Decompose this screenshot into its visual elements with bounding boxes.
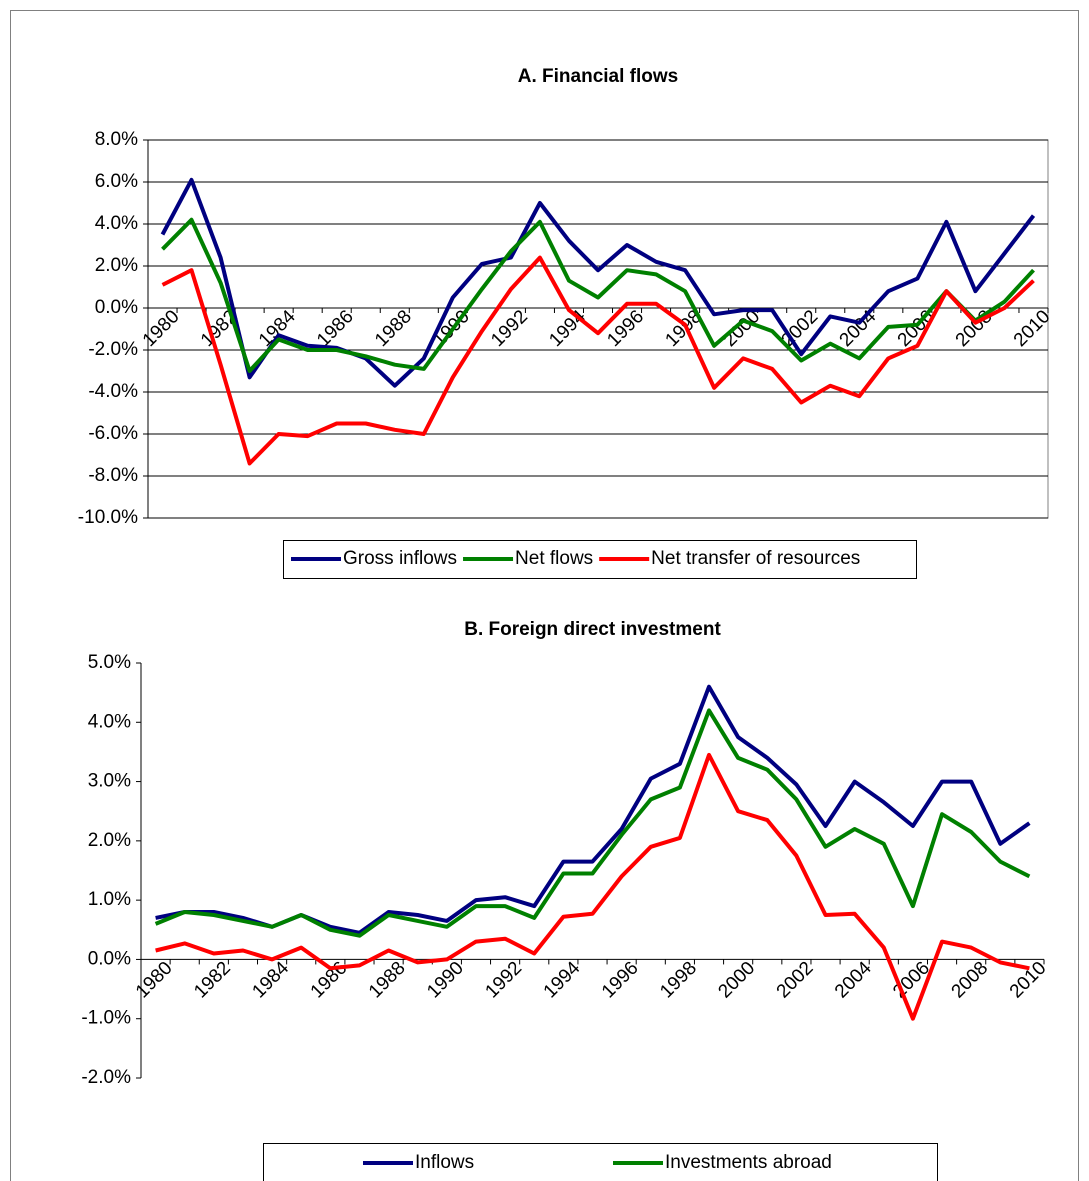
series-line — [161, 217, 1035, 373]
y-tick-label: -2.0% — [81, 1067, 131, 1088]
y-tick-label: -4.0% — [88, 381, 138, 402]
y-tick-label: 2.0% — [95, 255, 138, 276]
y-tick-label: 4.0% — [88, 711, 131, 732]
y-tick-label: 2.0% — [88, 830, 131, 851]
y-tick-label: 6.0% — [95, 171, 138, 192]
legend-label: Gross inflows — [343, 548, 457, 569]
series-line — [161, 255, 1035, 466]
series-line — [155, 752, 1030, 1021]
y-tick-label: 0.0% — [88, 948, 131, 969]
legend-label: Investments abroad — [665, 1152, 832, 1173]
y-tick-label: 5.0% — [88, 652, 131, 673]
y-tick-label: 4.0% — [95, 213, 138, 234]
y-tick-label: -1.0% — [81, 1008, 131, 1029]
chart-title: B. Foreign direct investment — [464, 619, 721, 640]
chart-title: A. Financial flows — [518, 66, 678, 87]
y-tick-label: 3.0% — [88, 771, 131, 792]
y-tick-label: -10.0% — [78, 507, 138, 528]
y-tick-label: 0.0% — [95, 297, 138, 318]
series-line — [160, 177, 1036, 388]
y-tick-label: -6.0% — [88, 423, 138, 444]
legend-label: Net transfer of resources — [651, 548, 860, 569]
legend-label: Net flows — [515, 548, 593, 569]
y-tick-label: 8.0% — [95, 129, 138, 150]
y-tick-label: -8.0% — [88, 465, 138, 486]
legend-label: Inflows — [415, 1152, 474, 1173]
series-line — [154, 708, 1031, 938]
y-tick-label: 1.0% — [88, 889, 131, 910]
y-tick-label: -2.0% — [88, 339, 138, 360]
